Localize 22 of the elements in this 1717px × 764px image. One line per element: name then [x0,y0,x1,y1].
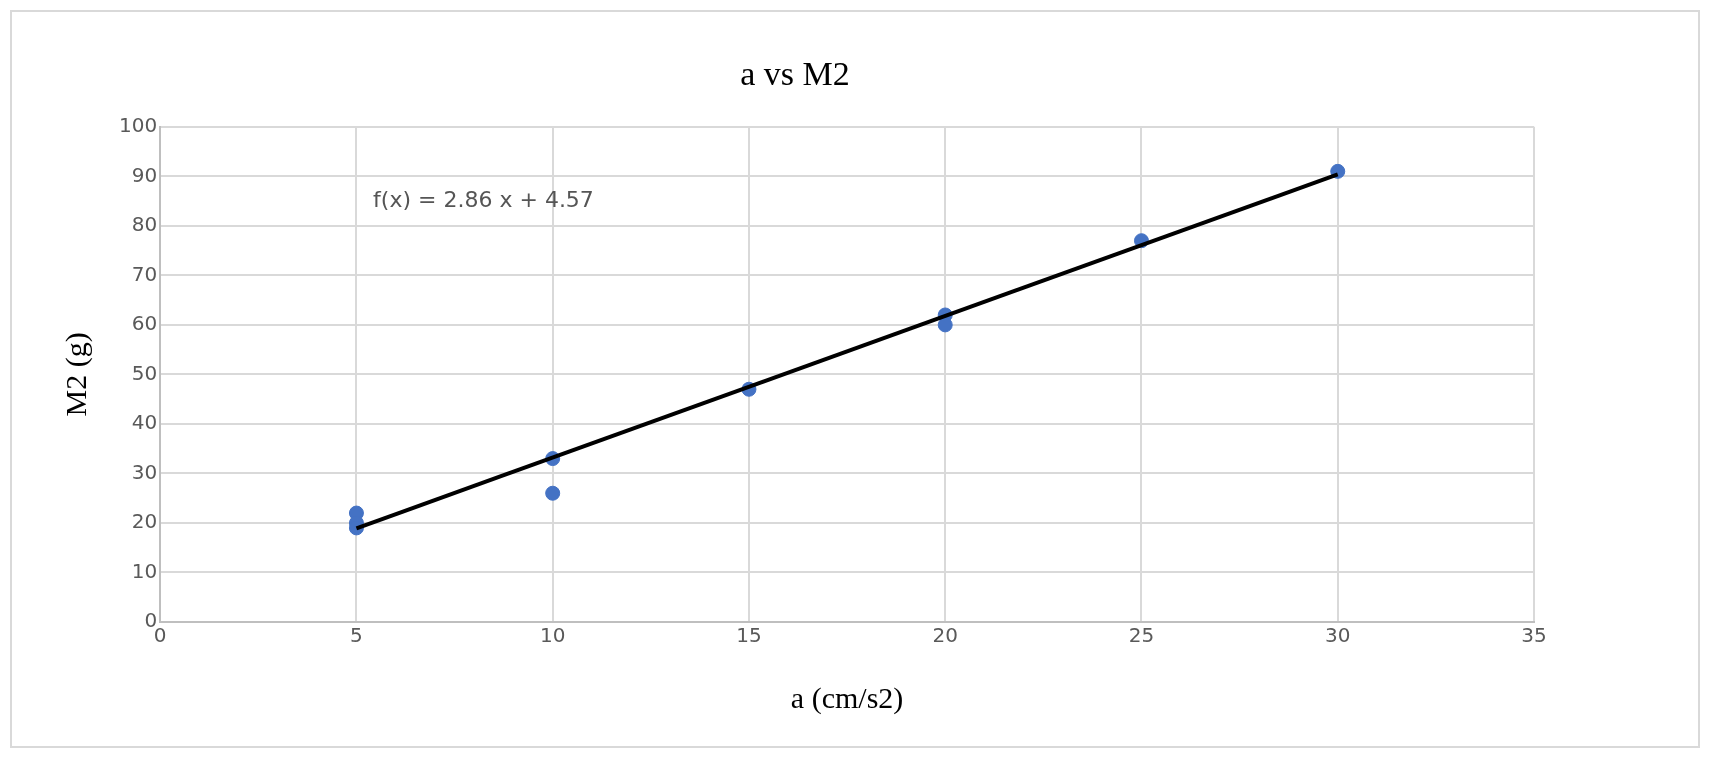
y-tick-label: 80 [131,212,158,237]
y-tick-label: 100 [118,113,158,137]
x-tick-label: 25 [1128,623,1155,648]
y-tick-label: 30 [131,459,158,484]
x-tick-label: 35 [1521,623,1547,648]
x-tick-label: 20 [932,623,958,648]
y-axis-title: M2 (g) [58,332,93,417]
x-tick-label: 30 [1325,623,1351,648]
point [545,485,561,501]
chart-title: a vs M2 [740,55,850,93]
annotation: f(x) = 2.86 x + 4.57 [373,186,594,212]
y-tick-label: 20 [131,509,158,534]
y-tick-label: 70 [131,261,158,286]
x-tick-label: 5 [350,623,363,648]
y-tick-label: 10 [131,558,158,583]
y-tick-label: 40 [131,410,158,435]
y-tick-label: 60 [131,311,158,336]
y-tick-label: 90 [131,162,158,187]
x-tick-label: 10 [539,623,566,648]
x-axis-title: a (cm/s2) [790,680,904,715]
x-tick-label: 15 [736,623,762,648]
y-tick-label: 50 [131,360,158,385]
